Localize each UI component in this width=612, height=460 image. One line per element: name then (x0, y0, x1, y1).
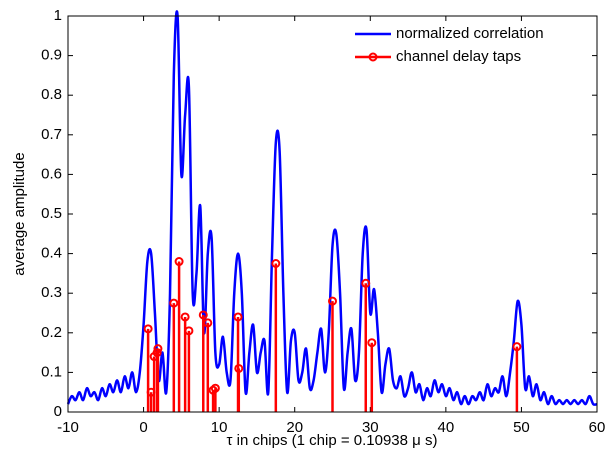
y-tick-label: 0.9 (41, 47, 62, 64)
y-tick-label: 0.7 (41, 126, 62, 143)
correlation-line (66, 10, 598, 406)
x-tick-label: -10 (57, 419, 79, 436)
legend-label: channel delay taps (396, 48, 521, 65)
stem-marker (184, 326, 194, 336)
stem-marker (234, 363, 244, 373)
x-tick-label: 60 (589, 419, 606, 436)
y-tick-label: 0 (54, 403, 62, 420)
x-tick-label: 0 (139, 419, 147, 436)
stem-marker (233, 312, 243, 322)
axes-frame (67, 15, 598, 413)
y-tick-label: 0.2 (41, 324, 62, 341)
stem-marker (180, 312, 190, 322)
y-tick-label: 1 (54, 7, 62, 24)
x-tick-label: 10 (211, 419, 228, 436)
x-tick-label: 30 (362, 419, 379, 436)
x-axis-label: τ in chips (1 chip = 0.10938 μ s) (227, 432, 438, 449)
legend-marker (368, 52, 378, 62)
stem-marker (361, 278, 371, 288)
stem-marker (174, 257, 184, 267)
stem-marker (210, 383, 220, 393)
y-tick-label: 0.1 (41, 363, 62, 380)
stem-marker (328, 296, 337, 306)
y-tick-label: 0.3 (41, 284, 62, 301)
stem-marker (143, 324, 153, 334)
x-tick-label: 20 (286, 419, 303, 436)
stem-marker (367, 338, 377, 348)
stem-marker (271, 259, 281, 268)
x-tick-label: 50 (513, 419, 530, 436)
x-tick-label: 40 (438, 419, 455, 436)
stem-marker (198, 310, 208, 320)
y-axis-label: average amplitude (11, 152, 28, 275)
stem-marker (512, 342, 522, 352)
y-tick-label: 0.5 (41, 205, 62, 222)
stem-marker (169, 298, 179, 308)
legend-label: normalized correlation (396, 25, 544, 42)
y-tick-label: 0.6 (41, 165, 62, 182)
stem-marker (153, 344, 163, 354)
y-tick-label: 0.8 (41, 86, 62, 103)
stem-marker (203, 318, 213, 328)
y-tick-label: 0.4 (41, 245, 62, 262)
